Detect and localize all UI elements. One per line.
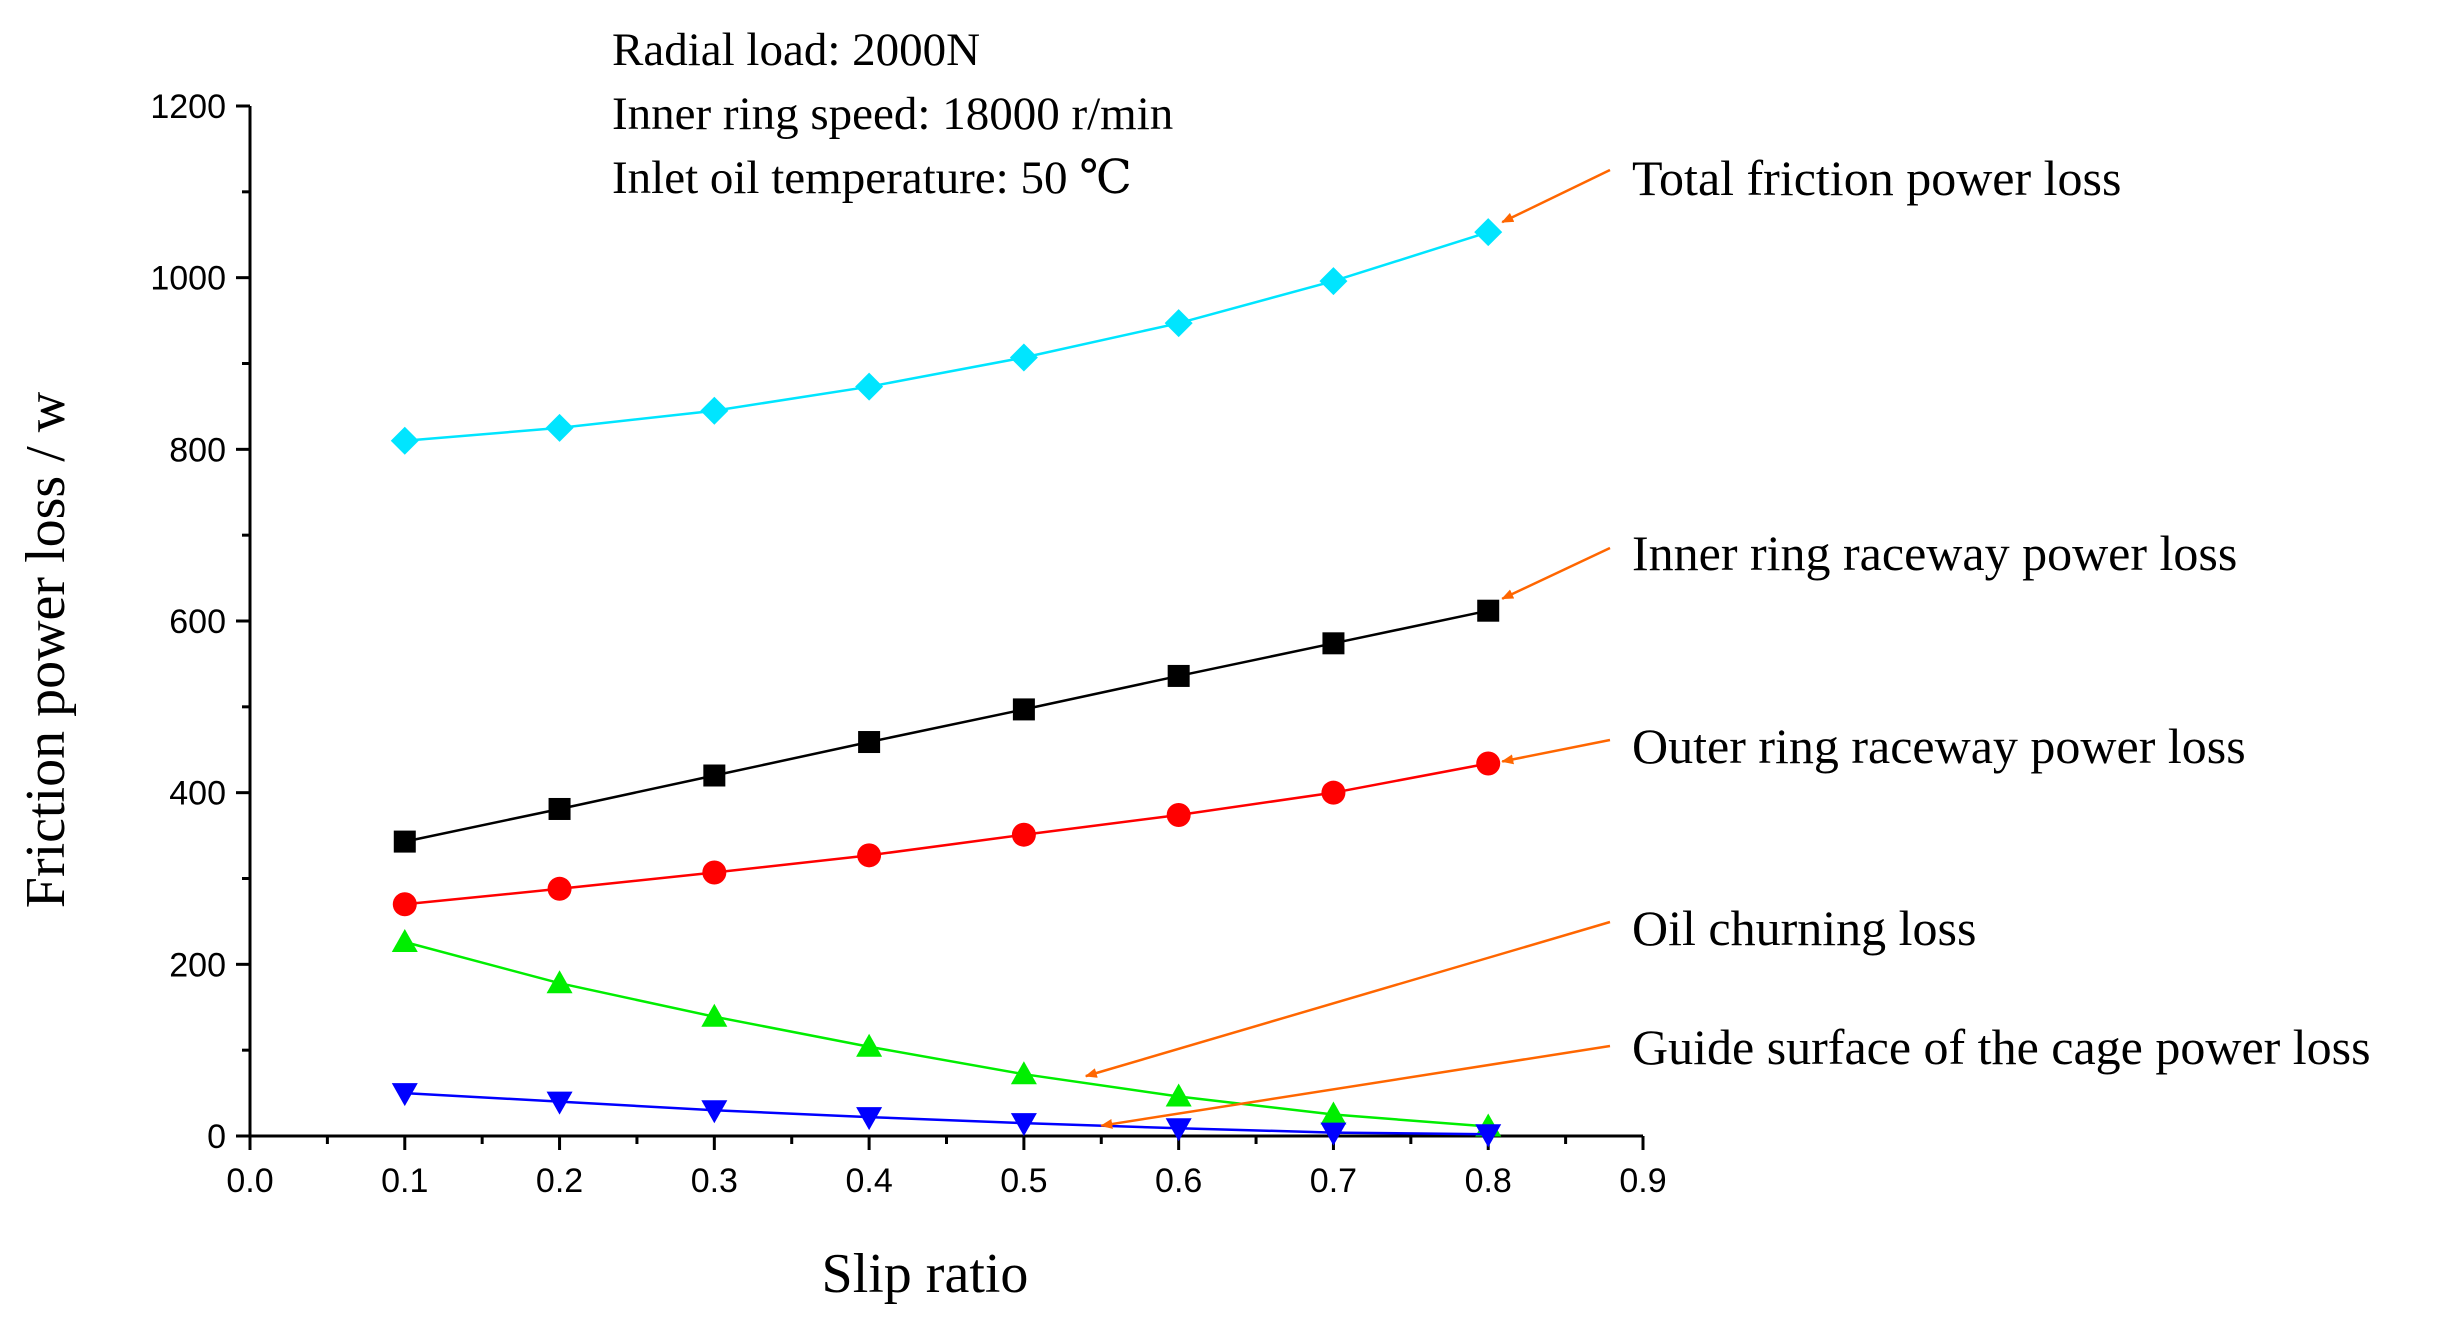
x-tick-label: 0.0	[226, 1162, 273, 1200]
data-point	[856, 1107, 883, 1131]
annotation-total-friction-power-loss: Total friction power loss	[1632, 150, 2121, 206]
x-tick-label: 0.1	[381, 1162, 428, 1200]
annotation-arrows	[1084, 168, 1611, 1129]
data-point	[390, 426, 419, 455]
data-point	[1321, 780, 1346, 805]
data-point	[855, 372, 884, 401]
series-line	[404, 762, 1489, 906]
data-point	[547, 876, 572, 901]
y-tick-label: 600	[169, 603, 226, 641]
data-point	[1009, 343, 1038, 372]
x-tick-label: 0.4	[845, 1162, 892, 1200]
data-point	[391, 1083, 418, 1107]
data-point	[700, 396, 729, 425]
x-tick-label: 0.2	[536, 1162, 583, 1200]
y-axis-title: Friction power loss / w	[15, 391, 77, 908]
data-point	[1475, 1124, 1502, 1148]
annotation-arrow	[1501, 168, 1611, 224]
data-point	[702, 860, 727, 885]
ticks: 0.0 0.1 0.2 0.3 0.4 0.5 0.6 0.7 0.8 0.9 0 200 400 600…	[150, 88, 1666, 1200]
x-tick-label: 0.7	[1310, 1162, 1357, 1200]
series-line	[404, 1091, 1489, 1136]
data-point	[546, 970, 573, 994]
data-point	[701, 1100, 728, 1124]
data-point	[392, 892, 417, 917]
data-point	[1166, 802, 1191, 827]
annotation-arrow	[1501, 546, 1611, 600]
series-inner-ring-raceway-power-loss	[393, 599, 1500, 853]
data-point	[1011, 822, 1036, 847]
data-point	[1320, 1101, 1347, 1125]
y-tick-label: 1000	[150, 260, 226, 298]
annotation-arrow	[1501, 738, 1611, 765]
data-point	[858, 731, 881, 754]
condition-inner-ring-speed: Inner ring speed: 18000 r/min	[612, 88, 1173, 140]
x-tick-label: 0.9	[1619, 1162, 1666, 1200]
data-point	[545, 413, 574, 442]
series-layer	[390, 218, 1503, 1148]
data-point	[1477, 599, 1500, 622]
annotation-guide-surface-cage-power-loss: Guide surface of the cage power loss	[1632, 1019, 2371, 1075]
y-tick-label: 1200	[150, 88, 226, 126]
y-tick-label: 400	[169, 775, 226, 813]
annotation-oil-churning-loss: Oil churning loss	[1632, 900, 1976, 956]
series-line	[404, 230, 1489, 442]
condition-inlet-oil-temperature: Inlet oil temperature: 50 ℃	[612, 152, 1132, 204]
x-axis-title: Slip ratio	[822, 1243, 1029, 1305]
data-point	[1010, 1061, 1037, 1085]
annotation-arrow	[1100, 1044, 1611, 1129]
data-point	[701, 1003, 728, 1027]
data-point	[856, 1033, 883, 1057]
series-total-friction-power-loss	[390, 218, 1503, 455]
series-outer-ring-raceway-power-loss	[392, 751, 1501, 917]
data-point	[1165, 1083, 1192, 1107]
series-line	[404, 609, 1489, 843]
data-point	[1474, 218, 1503, 247]
data-point	[1322, 632, 1345, 655]
data-point	[548, 797, 571, 820]
annotation-outer-ring-raceway-power-loss: Outer ring raceway power loss	[1632, 718, 2246, 774]
x-tick-label: 0.5	[1000, 1162, 1047, 1200]
data-point	[703, 764, 726, 787]
data-point	[546, 1091, 573, 1115]
x-tick-label: 0.3	[691, 1162, 738, 1200]
data-point	[857, 843, 882, 868]
data-point	[391, 929, 418, 953]
data-point	[1165, 1118, 1192, 1142]
condition-radial-load: Radial load: 2000N	[612, 24, 980, 76]
data-point	[1476, 751, 1501, 776]
data-point	[1320, 1122, 1347, 1146]
y-tick-label: 800	[169, 431, 226, 469]
labels: Slip ratio Friction power loss / w Radia…	[15, 24, 2371, 1305]
x-tick-label: 0.6	[1155, 1162, 1202, 1200]
data-point	[393, 830, 416, 853]
series-guide-surface-of-the-cage-power-loss	[391, 1083, 1502, 1148]
data-point	[1319, 267, 1348, 296]
data-point	[1010, 1113, 1037, 1137]
data-point	[1167, 664, 1190, 687]
data-point	[1012, 698, 1035, 721]
y-tick-label: 0	[207, 1118, 226, 1156]
x-tick-label: 0.8	[1465, 1162, 1512, 1200]
y-tick-label: 200	[169, 946, 226, 984]
series-line	[404, 940, 1489, 1128]
annotation-inner-ring-raceway-power-loss: Inner ring raceway power loss	[1632, 525, 2237, 581]
annotation-arrow	[1084, 920, 1611, 1078]
data-point	[1164, 309, 1193, 338]
